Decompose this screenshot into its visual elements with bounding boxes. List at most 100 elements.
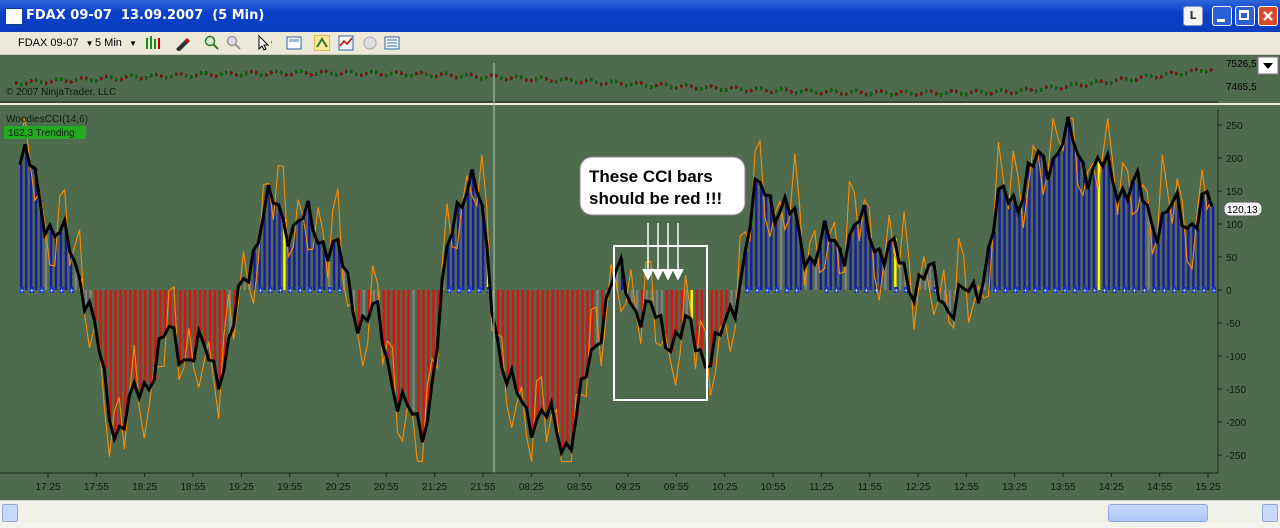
price-bar-body: [1115, 79, 1118, 82]
zero-marker-plus: +: [1063, 288, 1067, 295]
price-bar-body: [275, 70, 278, 73]
price-bar-body: [530, 79, 533, 82]
time-axis-label: 11:25: [809, 482, 834, 493]
cci-bar: [834, 240, 837, 290]
time-axis: 17:25 17:55 18:25 18:55 19:25 19:55 20:25 20:55…: [35, 473, 1221, 493]
price-bar-body: [335, 74, 338, 77]
close-button[interactable]: [1258, 6, 1278, 26]
price-bar-body: [610, 80, 613, 83]
scroll-left-button[interactable]: [2, 504, 18, 522]
price-bar-body: [45, 82, 48, 85]
price-bar-body: [1140, 76, 1143, 79]
price-bar-body: [845, 93, 848, 96]
cci-bar: [581, 290, 584, 379]
price-bar-body: [1175, 72, 1178, 75]
cci-bar: [1082, 162, 1086, 290]
zero-marker-plus: +: [318, 288, 322, 295]
cci-bar: [218, 290, 222, 390]
price-bar-body: [880, 89, 883, 92]
price-bar-body: [460, 75, 463, 78]
link-button[interactable]: L: [1183, 6, 1203, 26]
price-bar-body: [875, 90, 878, 93]
cci-bar: [104, 290, 107, 369]
cci-bar: [1142, 200, 1145, 290]
scroll-right-button[interactable]: [1262, 504, 1278, 522]
time-axis-label: 08:25: [519, 482, 544, 493]
cci-bar: [278, 204, 281, 290]
cci-bar: [889, 242, 892, 290]
data-box-icon[interactable]: [286, 35, 302, 51]
price-bar-body: [1050, 85, 1053, 88]
zero-marker: [1033, 287, 1038, 293]
zero-marker: [308, 287, 313, 293]
interval-selector[interactable]: 5 Min ▼: [95, 35, 137, 51]
cci-bar: [1122, 188, 1125, 290]
chart-toolbar: FDAX 09-07 ▼ 5 Min ▼: [0, 32, 1280, 55]
cci-bar: [665, 290, 669, 348]
scroll-track[interactable]: [18, 504, 1262, 522]
cci-bar: [1018, 212, 1021, 290]
scroll-thumb[interactable]: [1108, 504, 1208, 522]
zero-marker: [874, 287, 879, 293]
price-bar-body: [190, 76, 193, 79]
time-axis-label: 13:25: [1002, 482, 1027, 493]
indicators-icon[interactable]: [338, 35, 354, 51]
horizontal-scrollbar[interactable]: [0, 500, 1280, 528]
time-axis-label: 14:55: [1147, 482, 1172, 493]
price-bar-body: [885, 91, 888, 94]
zero-marker-plus: +: [864, 288, 868, 295]
chart-area[interactable]: © 2007 NinjaTrader, LLC 7526,5 7465,5 + +…: [0, 55, 1280, 500]
cursor-icon[interactable]: [256, 35, 272, 51]
instrument-selector[interactable]: FDAX 09-07 ▼: [18, 35, 94, 51]
value-axis-label: 0: [1226, 286, 1232, 297]
disabled-icon[interactable]: [362, 35, 378, 51]
price-bar-body: [980, 90, 983, 93]
properties-icon[interactable]: [384, 35, 400, 51]
price-bar-body: [935, 92, 938, 95]
cci-bar: [938, 290, 942, 301]
zoom-out-icon[interactable]: [226, 35, 242, 51]
strategy-icon[interactable]: [314, 35, 330, 51]
cci-bar: [39, 200, 43, 290]
price-bar-body: [425, 73, 428, 76]
cci-bar: [89, 290, 92, 302]
cci-bar: [476, 192, 480, 290]
cci-bar: [74, 261, 78, 290]
cci-bar: [655, 290, 659, 318]
window-title: FDAX 09-07 13.09.2007 (5 Min): [26, 8, 265, 23]
zoom-in-icon[interactable]: [204, 35, 220, 51]
cci-bar: [273, 203, 276, 290]
cci-bar: [1087, 189, 1091, 290]
zero-marker: [1102, 287, 1107, 293]
maximize-button[interactable]: [1235, 6, 1255, 26]
bar-style-icon[interactable]: [144, 35, 160, 51]
zero-marker: [1092, 287, 1097, 293]
price-bar-body: [620, 82, 623, 85]
cci-bar: [849, 235, 852, 290]
price-bar-body: [840, 92, 843, 95]
price-bar-body: [165, 76, 168, 79]
annotation-callout: [579, 156, 746, 216]
trend-status-text: 162,3 Trending: [8, 128, 75, 139]
cci-bar: [894, 238, 897, 290]
price-bar-body: [640, 81, 643, 84]
cci-bar: [427, 290, 430, 423]
price-bar-body: [175, 73, 178, 76]
price-bar-body: [1070, 83, 1073, 86]
cci-bar: [228, 290, 231, 339]
time-axis-label: 09:25: [615, 482, 640, 493]
zero-marker-plus: +: [1013, 288, 1017, 295]
price-bar-body: [1155, 76, 1158, 79]
draw-tool-icon[interactable]: [174, 35, 190, 51]
price-bar-body: [760, 87, 763, 90]
cci-bar: [1147, 205, 1150, 290]
cci-bar: [114, 290, 117, 439]
minimize-button[interactable]: [1212, 6, 1232, 26]
price-bar-body: [965, 93, 968, 96]
price-bar-body: [515, 75, 518, 78]
price-bar-body: [690, 85, 693, 88]
cci-bar: [943, 290, 947, 304]
price-bar-body: [705, 86, 708, 89]
price-bar-body: [825, 90, 828, 93]
cci-bar: [392, 290, 395, 388]
